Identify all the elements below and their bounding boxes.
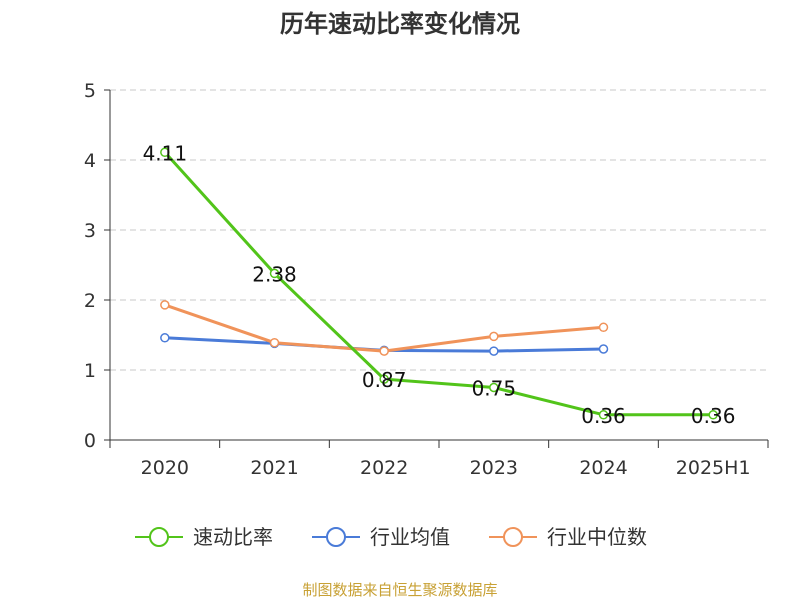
- series-line-0: [163, 151, 714, 417]
- x-tick-label: 2022: [360, 457, 408, 479]
- data-label: 4.11: [143, 141, 188, 165]
- data-point: [489, 331, 499, 342]
- y-tick-label: 3: [84, 220, 96, 242]
- legend-label: 速动比率: [193, 525, 273, 549]
- y-tick-label: 1: [84, 360, 96, 382]
- x-tick-label: 2023: [470, 457, 518, 479]
- y-tick-label: 4: [84, 150, 96, 172]
- series-line-2: [164, 303, 604, 353]
- data-label: 0.75: [472, 377, 517, 401]
- data-point: [489, 382, 499, 393]
- y-tick-label: 2: [84, 290, 96, 312]
- axes: 0 1 2 3 4 5 2020 2021 2022 2023 2024 2025H1: [84, 80, 769, 479]
- legend-swatch-marker: [326, 527, 346, 547]
- data-label: 0.87: [362, 368, 407, 392]
- data-label: 0.36: [581, 404, 626, 428]
- data-point: [160, 147, 170, 158]
- legend-label: 行业均值: [370, 525, 450, 549]
- legend: 速动比率 行业均值 行业中位数: [135, 525, 647, 549]
- data-labels: 4.11 2.38 0.87 0.75 0.36 0.36: [143, 141, 736, 428]
- data-point: [489, 346, 499, 356]
- legend-swatch-marker: [503, 527, 523, 547]
- data-point: [160, 300, 170, 310]
- data-label: 0.36: [691, 404, 736, 428]
- data-point: [379, 374, 389, 384]
- gridlines: [110, 89, 768, 371]
- data-point: [708, 410, 718, 420]
- data-point: [379, 346, 389, 356]
- chart-title: 历年速动比率变化情况: [280, 10, 520, 38]
- data-point: [160, 333, 170, 343]
- x-tick-label: 2025H1: [676, 457, 751, 479]
- data-point: [269, 268, 280, 279]
- x-tick-label: 2021: [250, 457, 298, 479]
- legend-label: 行业中位数: [547, 525, 647, 549]
- x-tick-label: 2020: [141, 457, 189, 479]
- y-tick-label: 0: [84, 430, 96, 452]
- y-tick-label: 5: [84, 80, 96, 102]
- data-point: [269, 337, 280, 348]
- x-tick-label: 2024: [579, 457, 627, 479]
- legend-swatch-marker: [149, 527, 169, 547]
- data-label: 2.38: [252, 262, 297, 286]
- data-point: [598, 410, 609, 420]
- source-note: 制图数据来自恒生聚源数据库: [302, 581, 497, 599]
- data-point: [598, 322, 609, 333]
- data-point: [598, 344, 609, 354]
- series-lines: [160, 147, 718, 420]
